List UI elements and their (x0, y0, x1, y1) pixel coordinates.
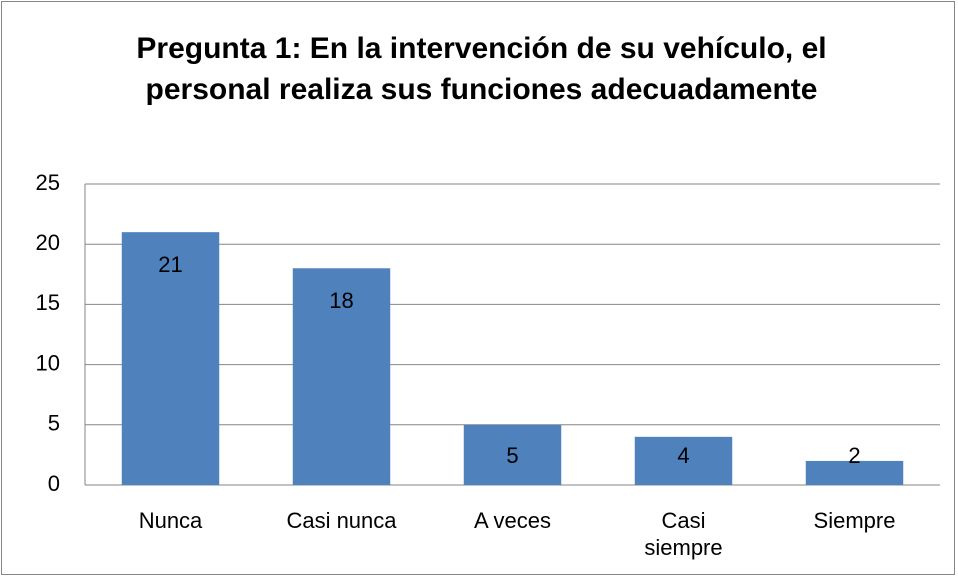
x-tick-label: A veces (473, 508, 552, 533)
x-tick-label: Casi siempre (644, 508, 723, 560)
y-tick-label: 0 (48, 471, 60, 496)
data-label: 2 (848, 443, 860, 468)
x-tick-label: Nunca (138, 508, 203, 533)
y-tick-label: 5 (48, 411, 60, 436)
data-label: 4 (677, 443, 689, 468)
y-tick-label: 20 (36, 230, 60, 255)
y-tick-label: 25 (36, 170, 60, 195)
bar (805, 460, 904, 485)
x-tick-label: Siempre (813, 508, 896, 533)
x-tick-label: Casi nunca (286, 508, 397, 533)
bar (292, 268, 391, 485)
bar (121, 232, 220, 485)
bar (634, 436, 733, 485)
y-tick-label: 10 (36, 350, 60, 375)
chart-title: Pregunta 1: En la intervención de su veh… (136, 32, 827, 106)
data-label: 18 (329, 288, 353, 313)
data-label: 5 (506, 443, 518, 468)
data-label: 21 (158, 252, 182, 277)
y-tick-label: 15 (36, 290, 60, 315)
bar (463, 424, 562, 485)
